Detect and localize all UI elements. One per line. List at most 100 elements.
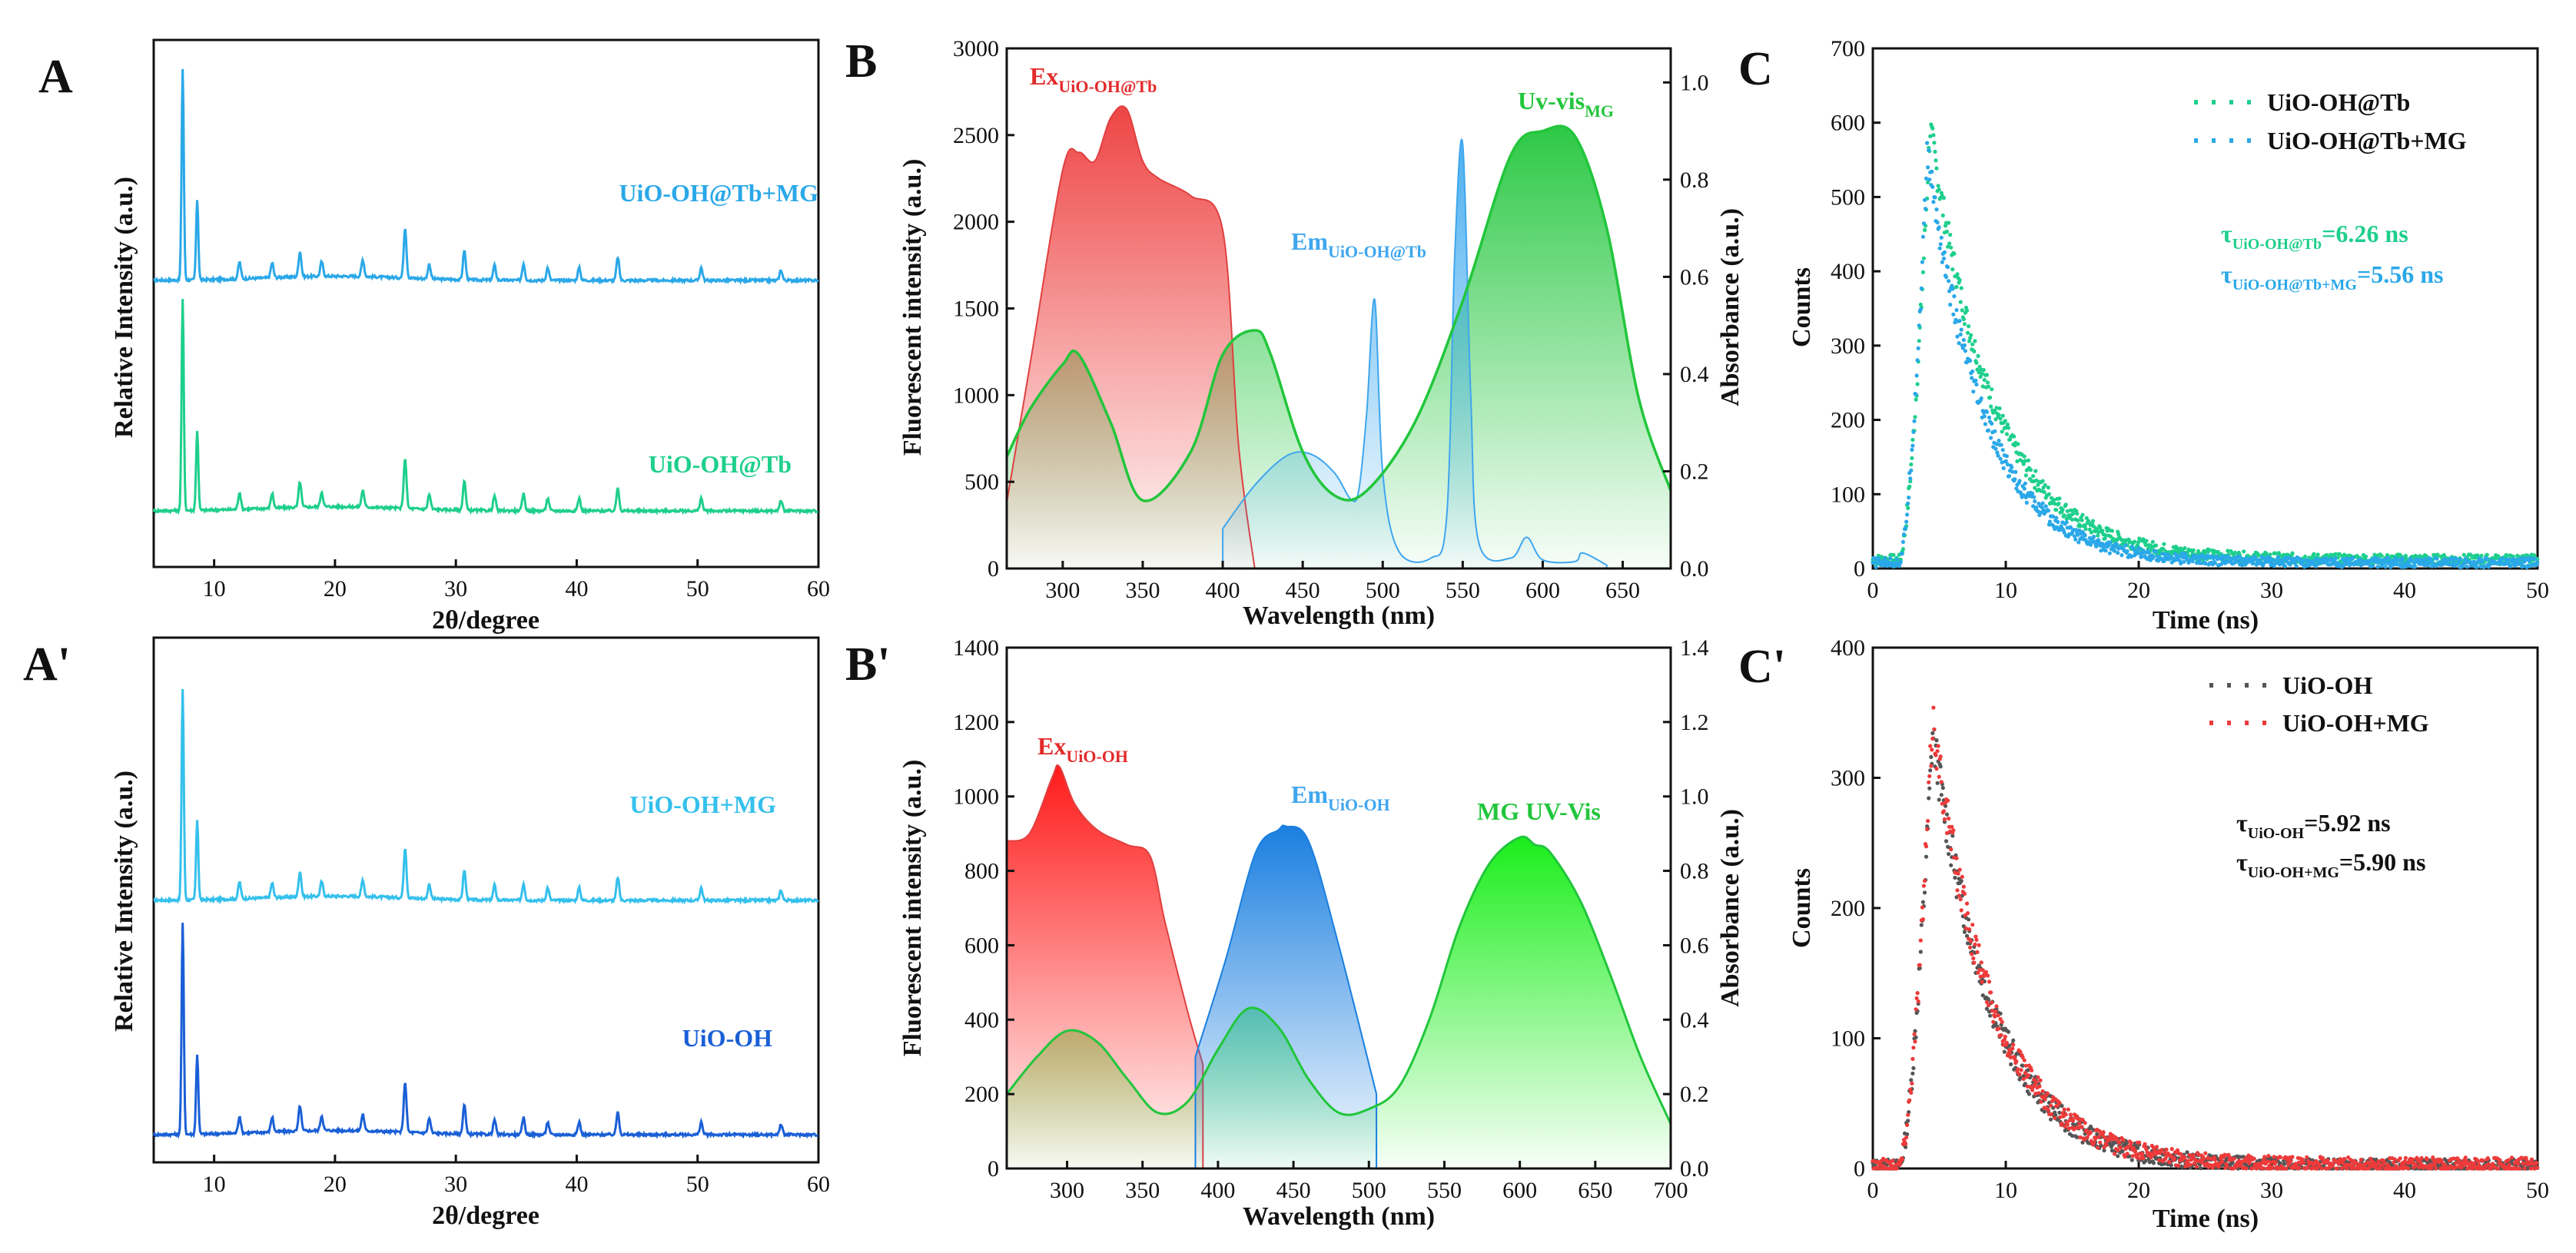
panel-c-xtick-label: 30 [2260,578,2283,603]
decay-point [1955,272,1960,277]
decay-point [2137,1140,2142,1145]
decay-point [2093,1136,2098,1141]
decay-point [2193,1159,2198,1163]
panel-c-prime-y-ticks: 0 100 200 300 400 [1831,635,1881,1182]
decay-point [2270,1165,2275,1170]
decay-point [2452,1156,2456,1161]
decay-point [1950,267,1955,272]
decay-point [2000,1019,2004,1024]
decay-point [2182,559,2186,564]
decay-point [1980,993,1985,998]
decay-point [2419,1155,2424,1160]
panel-c-prime-tau1: τUiO-OH=5.92 ns [2236,809,2391,842]
decay-point [2043,1097,2047,1102]
panel-b-prime-ytick-label: 200 [964,1082,999,1107]
decay-point [2160,552,2165,556]
panel-b-y2-ytick-label: 0.6 [1680,264,1709,290]
decay-point [2220,554,2225,559]
decay-point [1984,1006,1989,1011]
decay-point [2060,1121,2064,1125]
decay-point [1940,801,1944,806]
panel-b-prime-xtick-label: 550 [1427,1178,1462,1203]
decay-point [1941,196,1946,201]
decay-point [2096,1145,2100,1150]
decay-point [2459,1165,2464,1170]
panel-c-prime-series-uio-mg [1871,705,2540,1171]
panel-c-x-ticks: 0 10 20 30 40 50 [1867,561,2549,603]
decay-point [2162,542,2166,546]
decay-point [1907,484,1912,489]
decay-point [2127,1154,2132,1159]
panel-b-prime-uvvis-line [1005,835,1672,1125]
decay-point [1944,229,1950,234]
decay-point [2454,1161,2458,1165]
decay-point [2096,538,2101,542]
decay-point [2034,478,2039,483]
decay-point [2020,1063,2025,1068]
panel-a-prime-x-ticks: 10 20 30 40 50 60 [203,1155,830,1197]
decay-point [1928,744,1933,748]
decay-point [1871,1159,1875,1163]
decay-point [1993,446,1998,451]
decay-point [2535,1160,2539,1165]
decay-point [2052,498,2056,502]
decay-point [2039,1099,2043,1104]
decay-point [2463,556,2468,561]
decay-point [2049,1112,2054,1116]
decay-point [1956,871,1960,876]
decay-point [2203,1151,2208,1155]
panel-c-ytick-label: 700 [1831,36,1865,61]
decay-point [2145,557,2149,562]
decay-point [1935,781,1940,785]
decay-point [2031,474,2036,479]
decay-point [1999,1033,2003,1037]
decay-point [1922,197,1927,202]
decay-point [2319,1166,2324,1171]
decay-point [1948,303,1953,307]
decay-point [2009,1062,2013,1066]
decay-point [2500,556,2505,561]
panel-letter-c-prime: C' [1738,641,1786,693]
decay-point [2037,1084,2042,1089]
decay-point [1910,443,1915,448]
decay-point [1941,809,1946,814]
panel-c-prime-axes [1871,646,2539,1170]
decay-point [2186,1159,2190,1163]
decay-point [2130,1154,2135,1159]
decay-point [2161,546,2166,552]
decay-point [2054,515,2059,520]
panel-b-prime-y2-ticks: 0.0 0.2 0.4 0.6 0.8 1.0 1.2 1.4 [1663,635,1709,1182]
decay-point [2348,1162,2352,1167]
decay-point [1911,429,1916,434]
decay-point [1910,447,1914,452]
decay-point [2278,1155,2282,1159]
decay-point [2457,1158,2461,1162]
panel-c-y-ticks: 0 100 200 300 400 500 600 700 [1831,36,1881,582]
panel-b-prime-x-ticks: 300 350 400 450 500 550 600 650 700 [1050,1161,1688,1203]
decay-point [2180,1165,2185,1169]
decay-point [1908,1087,1913,1092]
decay-point [1958,897,1963,902]
decay-point [2062,513,2066,518]
decay-point [1940,213,1945,218]
decay-point [2070,1119,2076,1123]
decay-point [2535,560,2540,565]
decay-point [1917,966,1922,970]
panel-a-prime-label-mg: UiO-OH+MG [629,791,776,818]
panel-c-ytick-label: 500 [1831,184,1865,210]
decay-point [2185,1150,2189,1155]
decay-point [2006,1029,2011,1034]
decay-point [2153,549,2159,554]
decay-point [2085,1135,2090,1140]
decay-point [2443,1163,2448,1168]
decay-point [2021,1076,2026,1081]
panel-b-prime-ytick-label: 1400 [953,635,999,661]
decay-point [2509,1155,2514,1160]
panel-letter-c: C [1738,43,1773,95]
decay-point [1913,415,1917,419]
decay-point [2083,527,2088,532]
panel-b-prime-ytick-label: 1000 [953,784,999,810]
decay-point [2355,1161,2359,1166]
decay-point [2290,1155,2295,1159]
decay-point [1920,234,1925,239]
